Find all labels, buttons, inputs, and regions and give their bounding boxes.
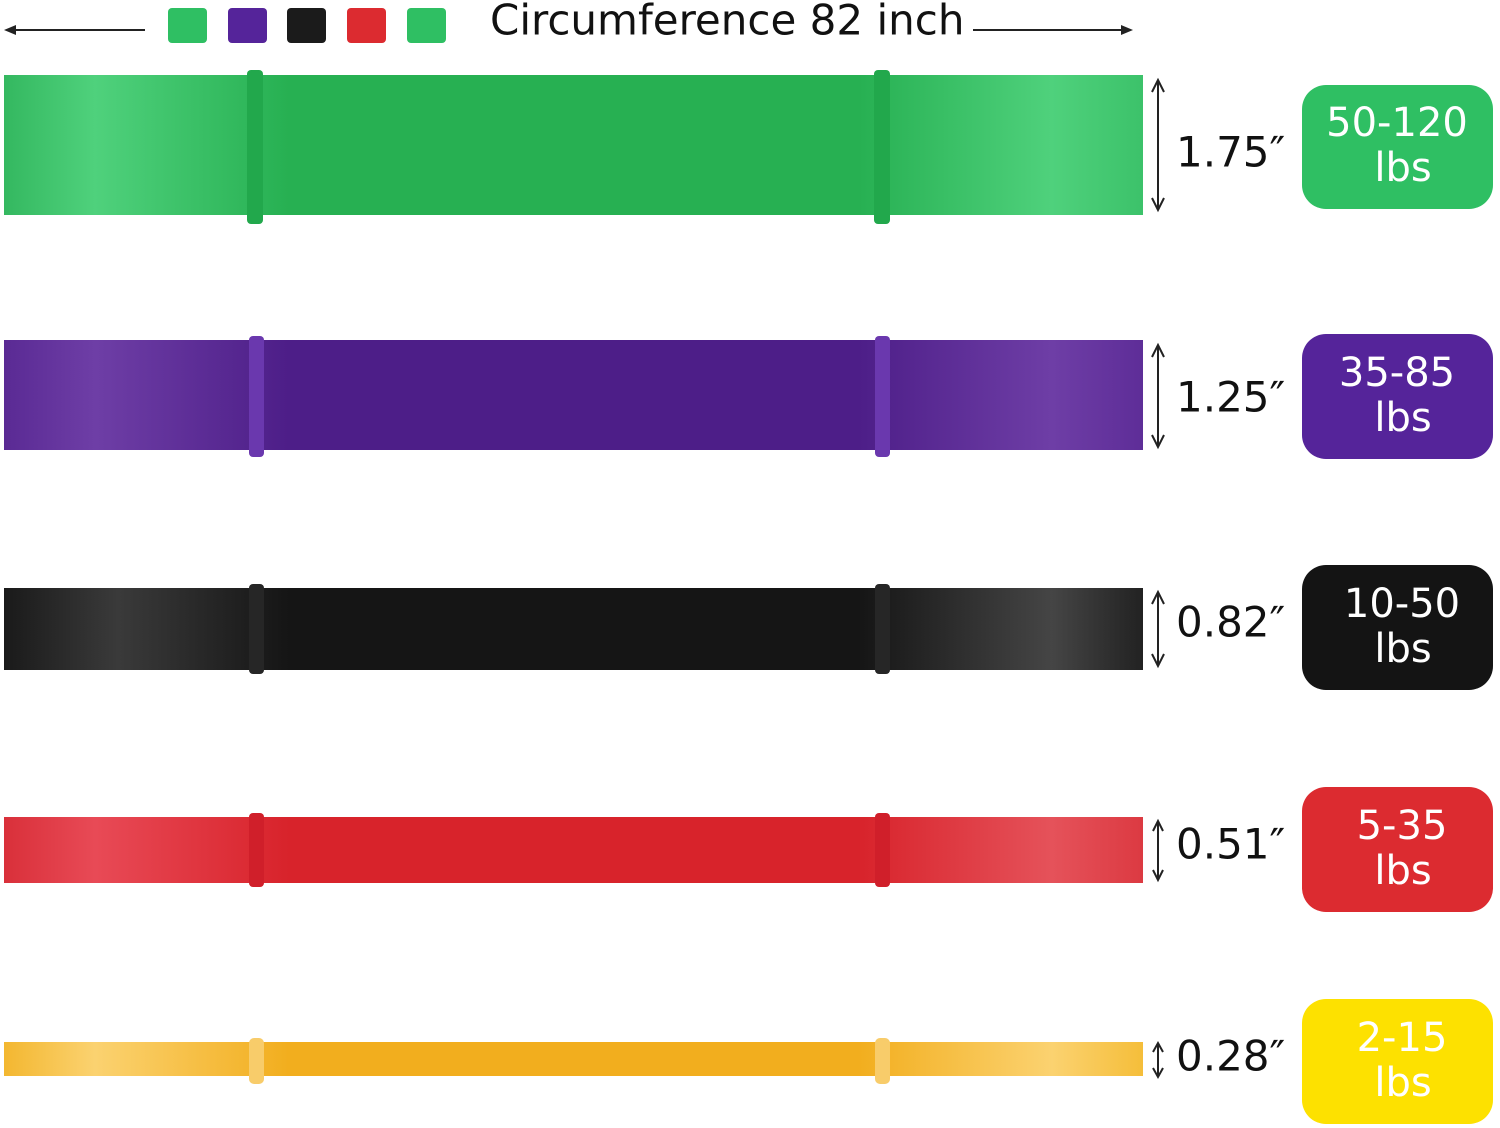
band-clip: [247, 70, 263, 224]
arrow-head: [1121, 25, 1133, 35]
badge: [1302, 85, 1493, 209]
badge: [1302, 787, 1493, 912]
width-arrow: [1152, 818, 1164, 883]
band-row: 1.25″ 35-85 lbs: [4, 334, 1493, 459]
band-row: 1.75″ 50-120 lbs: [4, 70, 1493, 224]
band-clip: [875, 1038, 890, 1084]
resistance: 5-35: [1357, 803, 1448, 849]
width-label: 1.25″: [1176, 373, 1285, 422]
arrow-head: [4, 25, 16, 35]
band: [4, 588, 1143, 670]
color-swatch: [407, 8, 446, 43]
unit: lbs: [1374, 848, 1431, 894]
width-arrow: [1151, 77, 1165, 213]
badge: [1302, 334, 1493, 459]
resistance: 50-120: [1326, 100, 1468, 146]
band: [4, 340, 1143, 450]
width-label: 1.75″: [1176, 128, 1285, 177]
width-label: 0.28″: [1176, 1032, 1285, 1081]
band-row: 0.51″ 5-35 lbs: [4, 787, 1493, 912]
color-swatch: [347, 8, 386, 43]
resistance: 35-85: [1339, 350, 1455, 396]
unit: lbs: [1374, 1060, 1431, 1106]
color-swatch: [287, 8, 326, 43]
band-row: 0.28″ 2-15 lbs: [4, 999, 1493, 1124]
color-swatch: [168, 8, 207, 43]
header: Circumference 82 inch: [4, 0, 1133, 45]
unit: lbs: [1374, 626, 1431, 672]
band-clip: [249, 584, 264, 674]
width-label: 0.82″: [1176, 598, 1285, 647]
band-clip: [875, 584, 890, 674]
color-swatch: [228, 8, 267, 43]
title: Circumference 82 inch: [490, 0, 964, 45]
badge: [1302, 565, 1493, 690]
width-label: 0.51″: [1176, 820, 1285, 869]
band-clip: [875, 336, 890, 457]
resistance: 10-50: [1344, 581, 1460, 627]
band-clip: [249, 813, 264, 887]
width-arrow: [1151, 342, 1165, 450]
band-clip: [249, 336, 264, 457]
band: [4, 75, 1143, 215]
width-arrow: [1151, 589, 1165, 669]
badge: [1302, 999, 1493, 1124]
band-clip: [874, 70, 890, 224]
band-clip: [249, 1038, 264, 1084]
unit: lbs: [1374, 145, 1431, 191]
band-clip: [875, 813, 890, 887]
band: [4, 1042, 1143, 1076]
band: [4, 817, 1143, 883]
band-row: 0.82″ 10-50 lbs: [4, 565, 1493, 690]
unit: lbs: [1374, 395, 1431, 441]
resistance: 2-15: [1357, 1015, 1448, 1061]
width-arrow: [1152, 1040, 1164, 1080]
